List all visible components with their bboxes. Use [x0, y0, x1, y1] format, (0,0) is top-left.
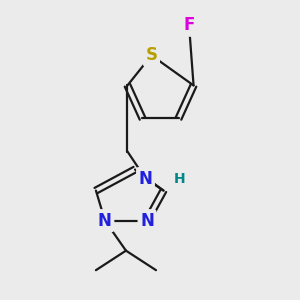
Text: N: N	[140, 212, 154, 230]
Text: H: H	[174, 172, 186, 185]
Text: N: N	[139, 169, 152, 188]
Text: N: N	[98, 212, 112, 230]
Text: S: S	[146, 46, 158, 64]
Text: F: F	[183, 16, 195, 34]
